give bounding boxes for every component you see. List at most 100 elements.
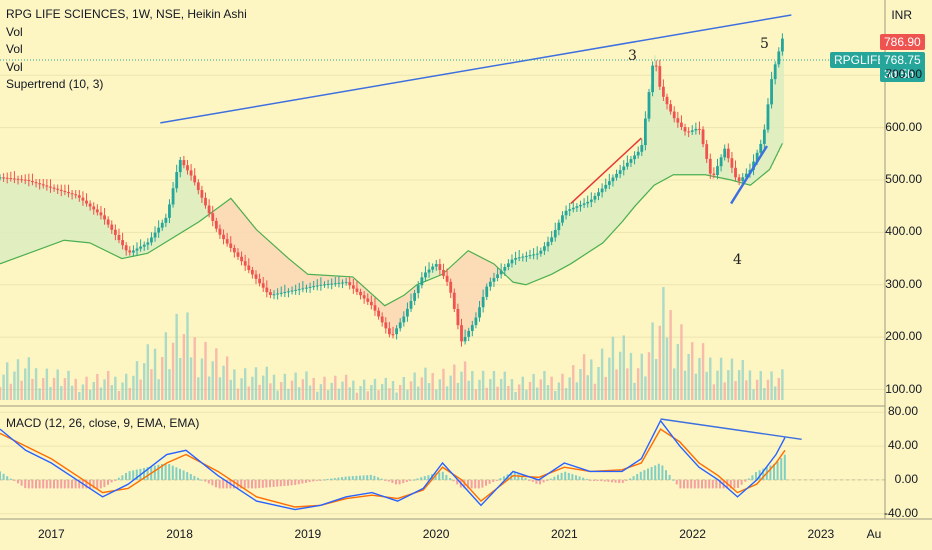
supertrend-fill xyxy=(606,184,608,240)
supertrend-fill xyxy=(470,251,472,329)
volume-bar xyxy=(463,361,467,400)
supertrend-fill xyxy=(670,110,672,177)
volume-bar xyxy=(572,365,575,400)
candle-body xyxy=(586,201,590,204)
candle-body xyxy=(470,325,474,331)
macd-histogram-bar xyxy=(661,465,664,480)
supertrend-fill xyxy=(100,214,102,248)
candle-body xyxy=(243,261,247,266)
macd-histogram-bar xyxy=(31,479,34,489)
candle-body xyxy=(312,286,316,288)
macd-histogram-bar xyxy=(409,479,412,481)
volume-bar xyxy=(554,391,557,400)
volume-bar xyxy=(355,392,359,400)
volume-bar xyxy=(128,387,131,400)
supertrend-fill xyxy=(96,211,98,246)
macd-histogram-bar xyxy=(647,468,649,480)
supertrend-fill xyxy=(310,274,312,287)
candle-body xyxy=(146,242,150,245)
supertrend-fill xyxy=(30,181,32,253)
volume-bar xyxy=(103,379,106,400)
candle-body xyxy=(780,38,784,52)
volume-bar xyxy=(189,357,193,400)
supertrend-fill xyxy=(692,130,694,175)
supertrend-fill xyxy=(112,230,114,254)
candle-body xyxy=(211,213,215,221)
supertrend-fill xyxy=(704,147,706,175)
macd-histogram-bar xyxy=(6,476,9,480)
volume-bar xyxy=(676,343,680,400)
volume-bar xyxy=(777,377,780,400)
macd-histogram-bar xyxy=(571,474,574,480)
supertrend-fill xyxy=(106,221,108,251)
candle-body xyxy=(232,247,236,253)
candle-body xyxy=(297,289,301,291)
volume-bar xyxy=(70,385,74,400)
volume-bar xyxy=(424,367,427,400)
trendlines[interactable] xyxy=(160,14,792,205)
volume-bar xyxy=(88,389,92,400)
supertrend-fill xyxy=(530,255,532,284)
volume-bar xyxy=(31,378,34,400)
supertrend-fill xyxy=(274,245,276,295)
macd-histogram-bar xyxy=(96,479,99,489)
candle-body xyxy=(647,92,651,119)
volume-bar xyxy=(734,381,737,400)
macd-histogram-bar xyxy=(53,479,55,489)
supertrend-fill xyxy=(32,181,34,253)
supertrend-fill xyxy=(542,249,544,279)
volume-bar xyxy=(741,360,744,400)
supertrend-fill xyxy=(160,225,162,246)
price-tick-label: 100.00 xyxy=(885,381,922,396)
volume-bar xyxy=(233,369,236,400)
supertrend-fill xyxy=(628,162,630,215)
candle-body xyxy=(546,241,550,247)
candle-body xyxy=(294,289,298,291)
volume-bar xyxy=(489,379,492,400)
candle-body xyxy=(182,160,186,166)
indicator-vol-1[interactable]: Vol xyxy=(6,24,23,39)
macd-histogram-bar xyxy=(449,478,451,480)
supertrend-fill xyxy=(188,171,190,229)
indicator-vol-2[interactable]: Vol xyxy=(6,42,23,56)
candle-body xyxy=(135,248,139,251)
supertrend-fill xyxy=(232,199,234,250)
supertrend-fill xyxy=(780,47,782,149)
volume-bar xyxy=(773,386,777,400)
indicator-supertrend[interactable]: Supertrend (10, 3) xyxy=(6,77,104,91)
candle-body xyxy=(719,157,723,167)
indicator-vol-3[interactable]: Vol xyxy=(6,59,23,74)
volume-bar xyxy=(0,386,2,400)
macd-histogram-bar xyxy=(755,472,757,480)
supertrend-fill xyxy=(164,220,166,244)
supertrend-fill xyxy=(120,241,122,258)
ticker-badge[interactable]: RPGLIFE xyxy=(830,52,890,68)
candle-body xyxy=(467,330,471,337)
macd-histogram-bar xyxy=(539,479,541,485)
candle-body xyxy=(716,166,719,176)
volume-bar xyxy=(442,368,445,400)
candle-body xyxy=(236,252,240,257)
candle-body xyxy=(496,274,499,279)
supertrend-fill xyxy=(288,258,290,292)
macd-histogram-bar xyxy=(157,464,160,480)
candle-body xyxy=(600,188,604,193)
volume-bar xyxy=(251,376,254,400)
supertrend-fill xyxy=(40,184,42,250)
supertrend-fill xyxy=(502,269,504,272)
macd-legend[interactable]: MACD (12, 26, close, 9, EMA, EMA) xyxy=(6,416,200,430)
macd-histogram-bar xyxy=(135,469,138,480)
high-price-badge: 786.90 xyxy=(880,34,925,50)
candle-body xyxy=(579,204,582,207)
candle-body xyxy=(557,222,561,231)
supertrend-fill xyxy=(166,217,168,243)
volume-bar xyxy=(492,371,496,400)
macd-histogram-bar xyxy=(769,465,772,480)
macd-histogram-bar xyxy=(276,479,279,487)
supertrend-fill xyxy=(550,239,552,275)
price-tick-label: 200.00 xyxy=(885,329,922,344)
chart-title[interactable]: RPG LIFE SCIENCES, 1W, NSE, Heikin Ashi xyxy=(6,7,247,21)
macd-histogram-bar xyxy=(503,476,505,480)
candle-body xyxy=(113,229,117,235)
